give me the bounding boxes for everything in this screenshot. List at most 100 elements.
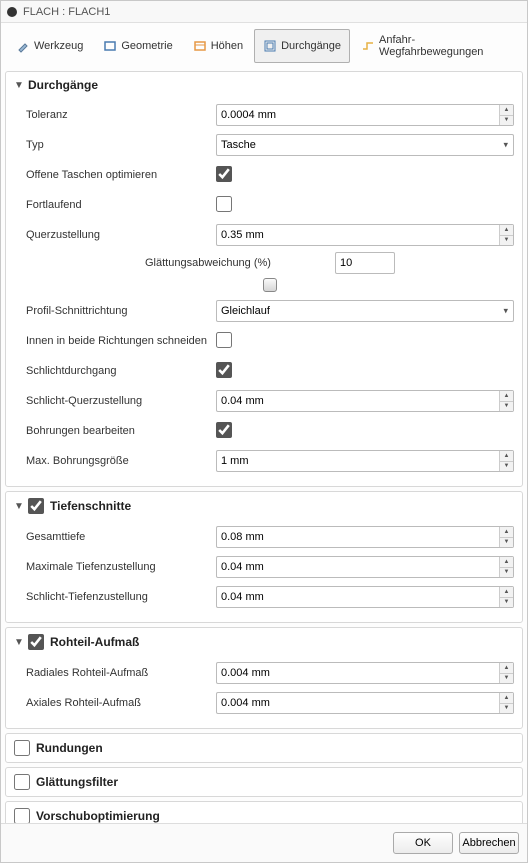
- bothdir-checkbox[interactable]: [216, 332, 232, 348]
- spinner-down[interactable]: ▼: [499, 462, 513, 472]
- tab-label: Werkzeug: [34, 40, 83, 52]
- section-depth: ▼ Tiefenschnitte Gesamttiefe ▲▼ Maximale…: [5, 491, 523, 623]
- spinner-up[interactable]: ▲: [499, 225, 513, 236]
- section-header-feedopt[interactable]: Vorschuboptimierung: [6, 802, 522, 823]
- axial-stock-label: Axiales Rohteil-Aufmaß: [26, 697, 216, 709]
- continuous-checkbox[interactable]: [216, 196, 232, 212]
- cancel-button[interactable]: Abbrechen: [459, 832, 519, 854]
- stepover-input[interactable]: [216, 224, 514, 246]
- spinner-down[interactable]: ▼: [499, 116, 513, 126]
- chevron-down-icon: ▼: [14, 80, 24, 91]
- tab-label: Durchgänge: [281, 40, 341, 52]
- type-select[interactable]: Tasche: [216, 134, 514, 156]
- section-passes: ▼ Durchgänge Toleranz ▲▼ Typ Tasche: [5, 71, 523, 487]
- tool-icon: [16, 39, 30, 53]
- finish-stepover-label: Schlicht-Querzustellung: [26, 395, 216, 407]
- tab-anfahr[interactable]: Anfahr-Wegfahrbewegungen: [352, 29, 521, 63]
- maxdrill-input[interactable]: [216, 450, 514, 472]
- type-label: Typ: [26, 139, 216, 151]
- section-header-smoothfilter[interactable]: Glättungsfilter: [6, 768, 522, 796]
- total-depth-label: Gesamttiefe: [26, 531, 216, 543]
- spinner-up[interactable]: ▲: [499, 557, 513, 568]
- spinner-down[interactable]: ▼: [499, 674, 513, 684]
- spinner-down[interactable]: ▼: [499, 568, 513, 578]
- content-area: ▼ Durchgänge Toleranz ▲▼ Typ Tasche: [1, 63, 527, 823]
- optimize-label: Offene Taschen optimieren: [26, 169, 216, 181]
- finish-depth-label: Schlicht-Tiefenzustellung: [26, 591, 216, 603]
- finish-checkbox[interactable]: [216, 362, 232, 378]
- smoothfilter-enable-checkbox[interactable]: [14, 774, 30, 790]
- spinner-up[interactable]: ▲: [499, 527, 513, 538]
- bothdir-label: Innen in beide Richtungen schneiden: [26, 335, 216, 347]
- spinner-up[interactable]: ▲: [499, 587, 513, 598]
- spinner-up[interactable]: ▲: [499, 693, 513, 704]
- passes-icon: [263, 39, 277, 53]
- titlebar: FLACH : FLACH1: [1, 1, 527, 23]
- spinner-up[interactable]: ▲: [499, 451, 513, 462]
- section-title: Glättungsfilter: [36, 775, 118, 789]
- tolerance-label: Toleranz: [26, 109, 216, 121]
- radial-stock-input[interactable]: [216, 662, 514, 684]
- stepover-label: Querzustellung: [26, 229, 216, 241]
- link-icon: [361, 39, 375, 53]
- drill-checkbox[interactable]: [216, 422, 232, 438]
- section-header-depth[interactable]: ▼ Tiefenschnitte: [6, 492, 522, 520]
- spinner-down[interactable]: ▼: [499, 704, 513, 714]
- spinner-up[interactable]: ▲: [499, 391, 513, 402]
- feedopt-enable-checkbox[interactable]: [14, 808, 30, 823]
- tab-durchgaenge[interactable]: Durchgänge: [254, 29, 350, 63]
- total-depth-input[interactable]: [216, 526, 514, 548]
- spinner-down[interactable]: ▼: [499, 538, 513, 548]
- section-title: Rundungen: [36, 741, 103, 755]
- smoothing-label: Glättungsabweichung (%): [145, 257, 335, 269]
- fillets-enable-checkbox[interactable]: [14, 740, 30, 756]
- tab-label: Anfahr-Wegfahrbewegungen: [379, 34, 512, 58]
- spinner-up[interactable]: ▲: [499, 105, 513, 116]
- continuous-label: Fortlaufend: [26, 199, 216, 211]
- spinner-down[interactable]: ▼: [499, 598, 513, 608]
- tab-geometrie[interactable]: Geometrie: [94, 29, 181, 63]
- footer: OK Abbrechen: [1, 823, 527, 862]
- section-fillets: Rundungen: [5, 733, 523, 763]
- direction-label: Profil-Schnittrichtung: [26, 305, 216, 317]
- slider-thumb[interactable]: [263, 278, 277, 292]
- app-icon: [7, 7, 17, 17]
- geometry-icon: [103, 39, 117, 53]
- section-header-passes[interactable]: ▼ Durchgänge: [6, 72, 522, 98]
- finish-stepover-input[interactable]: [216, 390, 514, 412]
- finish-label: Schlichtdurchgang: [26, 365, 216, 377]
- depth-enable-checkbox[interactable]: [28, 498, 44, 514]
- ok-button[interactable]: OK: [393, 832, 453, 854]
- section-title: Durchgänge: [28, 78, 98, 92]
- tolerance-input[interactable]: [216, 104, 514, 126]
- dialog-window: FLACH : FLACH1 Werkzeug Geometrie Höhen …: [0, 0, 528, 863]
- chevron-down-icon: ▼: [14, 637, 24, 648]
- section-stock: ▼ Rohteil-Aufmaß Radiales Rohteil-Aufmaß…: [5, 627, 523, 729]
- chevron-down-icon: ▼: [14, 501, 24, 512]
- finish-depth-input[interactable]: [216, 586, 514, 608]
- section-feedopt: Vorschuboptimierung: [5, 801, 523, 823]
- window-title: FLACH : FLACH1: [23, 6, 110, 18]
- tab-label: Geometrie: [121, 40, 172, 52]
- spinner-up[interactable]: ▲: [499, 663, 513, 674]
- section-header-fillets[interactable]: Rundungen: [6, 734, 522, 762]
- maxdrill-label: Max. Bohrungsgröße: [26, 455, 216, 467]
- heights-icon: [193, 39, 207, 53]
- smoothing-value-input[interactable]: [335, 252, 395, 274]
- tab-werkzeug[interactable]: Werkzeug: [7, 29, 92, 63]
- spinner-down[interactable]: ▼: [499, 236, 513, 246]
- radial-stock-label: Radiales Rohteil-Aufmaß: [26, 667, 216, 679]
- section-header-stock[interactable]: ▼ Rohteil-Aufmaß: [6, 628, 522, 656]
- tab-hoehen[interactable]: Höhen: [184, 29, 252, 63]
- tab-label: Höhen: [211, 40, 243, 52]
- axial-stock-input[interactable]: [216, 692, 514, 714]
- section-title: Rohteil-Aufmaß: [50, 635, 139, 649]
- max-depth-input[interactable]: [216, 556, 514, 578]
- section-title: Vorschuboptimierung: [36, 809, 160, 823]
- spinner-down[interactable]: ▼: [499, 402, 513, 412]
- optimize-checkbox[interactable]: [216, 166, 232, 182]
- direction-select[interactable]: Gleichlauf: [216, 300, 514, 322]
- drill-label: Bohrungen bearbeiten: [26, 425, 216, 437]
- max-depth-label: Maximale Tiefenzustellung: [26, 561, 216, 573]
- stock-enable-checkbox[interactable]: [28, 634, 44, 650]
